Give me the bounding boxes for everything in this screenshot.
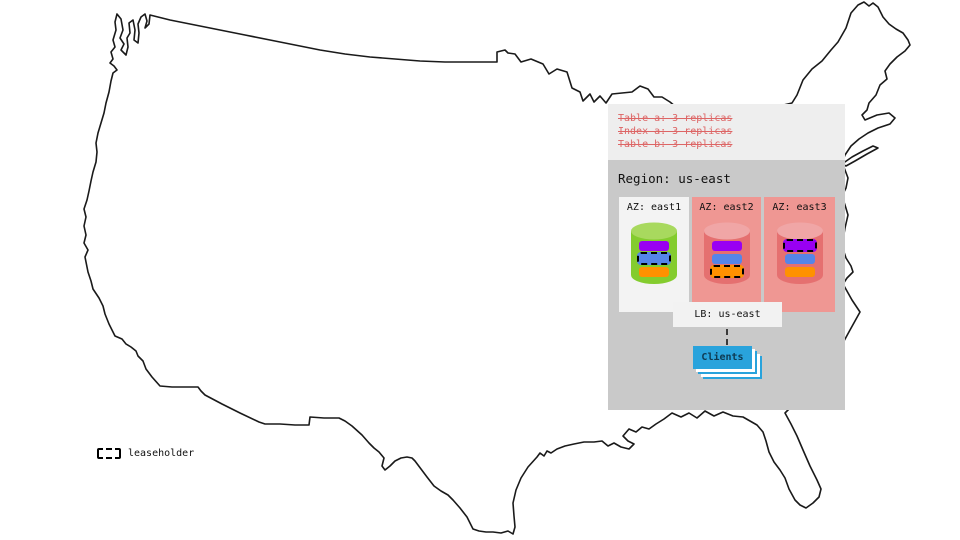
replica-bar: [784, 266, 815, 277]
replica-bars: [630, 239, 678, 278]
db-node-cylinder-icon: [703, 222, 751, 286]
replica-bar: [784, 253, 815, 264]
load-balancer-label: LB: us-east: [694, 309, 761, 320]
az-label: AZ: east1: [626, 202, 682, 213]
replica-bar: [639, 266, 669, 277]
zone-config-panel: Table a: 3 replicas Index a: 3 replicas …: [608, 104, 845, 160]
replica-bar: [711, 240, 742, 251]
load-balancer-box: LB: us-east: [673, 302, 782, 327]
az-box-east3: AZ: east3: [764, 197, 835, 312]
region-panel: Region: us-east AZ: east1 AZ: east2: [608, 160, 845, 410]
region-title: Region: us-east: [618, 171, 731, 186]
clients-label: Clients: [701, 352, 744, 363]
replica-bars: [703, 239, 751, 278]
leaseholder-legend-label: leaseholder: [128, 448, 195, 459]
az-label: AZ: east2: [699, 202, 754, 213]
db-node-cylinder-icon: [630, 222, 678, 286]
zone-config-line: Index a: 3 replicas: [618, 126, 733, 137]
az-box-east1: AZ: east1: [619, 197, 689, 312]
db-node-cylinder-icon: [776, 222, 824, 286]
zone-config-line: Table b: 3 replicas: [618, 139, 733, 150]
clients-box: Clients: [693, 346, 752, 369]
replica-bar: [639, 240, 669, 251]
leaseholder-legend: leaseholder: [97, 448, 194, 459]
lb-clients-dashed-connector: [726, 329, 728, 345]
az-box-east2: AZ: east2: [692, 197, 761, 312]
replica-bar: [711, 253, 742, 264]
replica-bar-leaseholder: [782, 239, 817, 252]
replica-bar-leaseholder: [637, 252, 671, 265]
zone-config-line: Table a: 3 replicas: [618, 113, 733, 124]
replica-bars: [776, 239, 824, 278]
replica-bar-leaseholder: [709, 265, 744, 278]
long-island-outline: [841, 145, 879, 167]
leaseholder-swatch-icon: [97, 448, 121, 459]
az-label: AZ: east3: [772, 202, 827, 213]
